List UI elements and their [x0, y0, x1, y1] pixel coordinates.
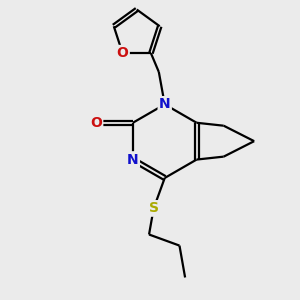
Text: O: O — [90, 116, 102, 130]
Text: S: S — [148, 201, 159, 215]
Text: N: N — [159, 98, 170, 111]
Text: O: O — [90, 116, 102, 130]
Text: N: N — [127, 153, 139, 166]
Text: S: S — [148, 201, 159, 215]
Text: N: N — [159, 98, 170, 111]
Text: N: N — [127, 153, 139, 166]
Text: O: O — [117, 46, 128, 60]
Text: O: O — [117, 46, 128, 60]
